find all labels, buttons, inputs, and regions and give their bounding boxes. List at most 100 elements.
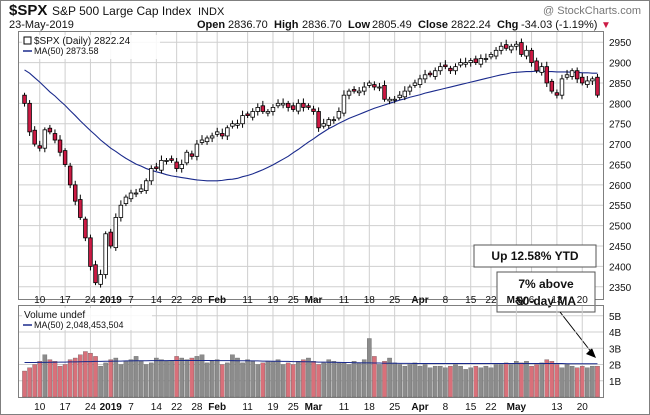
candle-up [184,151,190,164]
close-value: 2822.24 [451,19,491,31]
candle-down [67,165,73,186]
candle-down [245,113,250,116]
volume-bar [493,364,499,398]
candle-up [478,58,484,65]
candle-up [590,78,595,82]
volume-bar [194,356,200,398]
price-y-tick-label: 2750 [609,120,632,131]
candle-down [78,199,83,218]
volume-bar [133,356,139,398]
volume-x-tick-label: Apr [411,402,428,413]
candle-up [331,119,337,122]
volume-bar [103,362,108,398]
volume-bar [174,356,179,398]
candle-up [387,98,392,102]
price-x-tick-label: 24 [85,295,97,306]
legend-volume-series: Volume undef [24,310,85,321]
volume-bar [47,359,53,398]
volume-bar [32,364,37,398]
candle-up [159,160,164,171]
candle-up [392,98,397,101]
candle-down [47,127,53,133]
candle-up [488,54,494,58]
volume-bar [544,359,550,398]
volume-bar [219,364,225,398]
candle-down [534,60,539,72]
volume-bar [311,361,316,398]
volume-bar [159,359,164,398]
volume-bar [458,365,463,398]
volume-bar [539,362,544,398]
volume-bar [88,352,93,398]
ma50-line [24,69,598,182]
volume-x-tick-label: Feb [208,402,226,413]
price-y-tick-label: 2450 [609,242,632,253]
price-x-tick-label: 11 [339,295,350,306]
candle-up [509,45,514,51]
ma-text-line2: 50-day MA [516,294,576,308]
candle-up [296,102,301,112]
price-x-tick-label: May [507,295,527,306]
candle-up [524,49,529,57]
volume-bar [265,361,271,398]
volume-bar [402,365,408,398]
volume-bar [245,359,250,398]
price-y-tick-label: 2650 [609,160,632,171]
volume-x-tick-label: 13 [551,402,563,413]
price-x-tick-label: 2019 [100,295,123,306]
volume-bar [579,365,585,398]
price-x-tick-label: 25 [389,295,401,306]
candle-down [382,85,387,100]
volume-x-tick-label: Mar [305,402,323,413]
volume-y-tick-label: 4B [609,328,622,339]
candle-up [149,168,154,182]
volume-bar [184,359,190,398]
candle-up [356,90,362,94]
volume-bar [549,361,555,398]
candle-down [544,66,549,84]
candle-down [574,70,580,80]
candle-down [174,161,179,169]
volume-x-tick-label: 25 [389,402,401,413]
candle-up [235,123,240,126]
volume-bar [382,361,387,398]
volume-bar [514,361,519,398]
candle-up [204,137,210,143]
volume-bar [590,365,595,398]
candle-down [554,92,560,96]
candle-down [448,67,453,72]
volume-x-tick-label: 22 [485,402,497,413]
candle-down [52,133,58,141]
price-y-tick-label: 2850 [609,79,632,90]
index-name: S&P 500 Large Cap Index [52,4,191,18]
volume-bar [361,359,367,398]
candle-up [230,123,235,127]
volume-bar [72,357,78,398]
open-value: 2836.70 [228,19,268,31]
volume-bar [453,364,458,398]
volume-y-tick-label: 3B [609,344,622,355]
candle-down [316,111,321,129]
candle-down [22,94,27,104]
candle-down [83,218,88,239]
price-y-tick-label: 2500 [609,222,632,233]
volume-x-tick-label: 2019 [100,402,123,413]
volume-x-tick-label: 28 [191,402,203,413]
candle-up [42,129,48,149]
candle-down [169,158,174,161]
volume-bar [255,364,261,398]
price-x-tick-label: 15 [465,295,477,306]
volume-bar [169,361,174,398]
low-label: Low [348,19,370,31]
price-y-tick-label: 2350 [609,283,632,294]
price-y-tick-label: 2700 [609,140,632,151]
candle-down [189,153,195,157]
open-label: Open [197,19,225,31]
candle-up [133,192,139,195]
volume-bar [98,365,103,398]
candle-down [62,150,68,165]
volume-bar [306,357,311,398]
candle-up [199,139,205,143]
candle-down [220,133,225,137]
volume-bar [387,357,392,398]
